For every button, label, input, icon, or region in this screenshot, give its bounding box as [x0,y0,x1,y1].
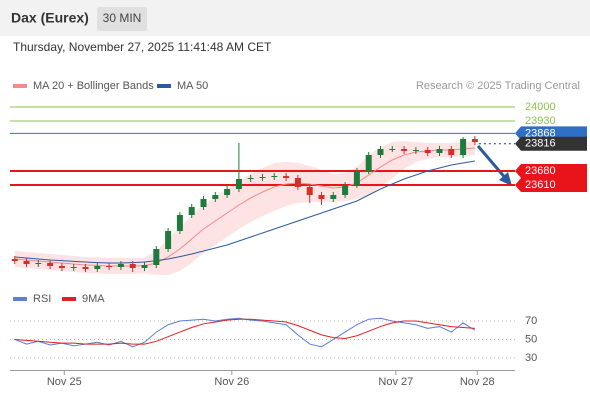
candle-body [58,266,65,268]
x-axis [10,370,515,371]
candle-body [141,265,148,268]
candle-body [424,150,431,153]
forecast-arrowhead [499,172,512,186]
indicator-line [14,317,476,348]
bollinger-band [14,141,475,275]
candle-body [106,266,113,267]
candle-body [47,263,54,266]
y-tick-label: 30 [525,352,537,364]
x-tick-label: Nov 27 [378,376,413,388]
candle-body [235,179,242,189]
x-tick-label: Nov 25 [47,376,82,388]
ma-line [14,160,475,264]
timestamp: Thursday, November 27, 2025 11:41:48 AM … [13,40,272,54]
candle-body [129,264,136,268]
legend-swatch [13,297,27,301]
candle-body [271,176,278,177]
candle-body [11,259,18,261]
candle-body [259,177,266,178]
candle-body [224,189,231,195]
candle-body [35,263,42,264]
level-box [515,164,587,178]
interval: 30 MIN [103,11,142,25]
candle-body [294,178,301,187]
level-label: 23680 [525,165,556,177]
legend-label: RSI [33,293,51,305]
ma-line [14,147,475,267]
x-tick-label: Nov 26 [214,376,249,388]
level-label: 23816 [525,138,556,150]
candle-body [117,264,124,267]
forecast-arrow [476,145,509,181]
legend-swatch [13,84,27,88]
candle-body [23,261,30,264]
candle-body [318,195,325,199]
indicator-line [14,318,475,345]
candle-body [94,266,101,269]
candle-body [200,199,207,207]
candle-body [176,215,183,231]
y-tick-label: 70 [525,315,537,327]
candle-body [471,139,478,142]
candle-body [330,195,337,199]
candle-body [283,176,290,178]
title: Dax (Eurex) [11,10,89,26]
candle-body [70,267,77,268]
candle-body [460,139,467,155]
candle-body [412,150,419,151]
candle-body [153,249,160,265]
level-box [515,136,587,151]
candle-body [389,149,396,150]
y-tick-label: 50 [525,333,537,345]
credit: Research © 2025 Trading Central [416,80,580,92]
candle-body [188,207,195,215]
candle-body [448,149,455,155]
candle-body [377,149,384,155]
candle-body [306,187,313,195]
candle-body [365,155,372,171]
legend-label: MA 20 + Bollinger Bands [33,80,154,92]
candle-body [401,149,408,151]
interval-badge[interactable] [97,7,147,31]
candle-body [353,171,360,185]
x-tick-label: Nov 28 [460,376,495,388]
legend-swatch [157,84,171,88]
level-label: 23930 [525,115,556,127]
level-label: 23868 [525,127,556,139]
candle-body [342,185,349,195]
legend-label: 9MA [82,293,105,305]
candle-body [247,178,254,179]
level-label: 24000 [525,101,556,113]
candle-body [82,267,89,269]
level-box [515,178,587,192]
legend-swatch [62,297,76,301]
candle-body [212,195,219,199]
legend-label: MA 50 [177,80,208,92]
candle-body [165,231,172,249]
candle-body [436,149,443,153]
level-label: 23610 [525,179,556,191]
